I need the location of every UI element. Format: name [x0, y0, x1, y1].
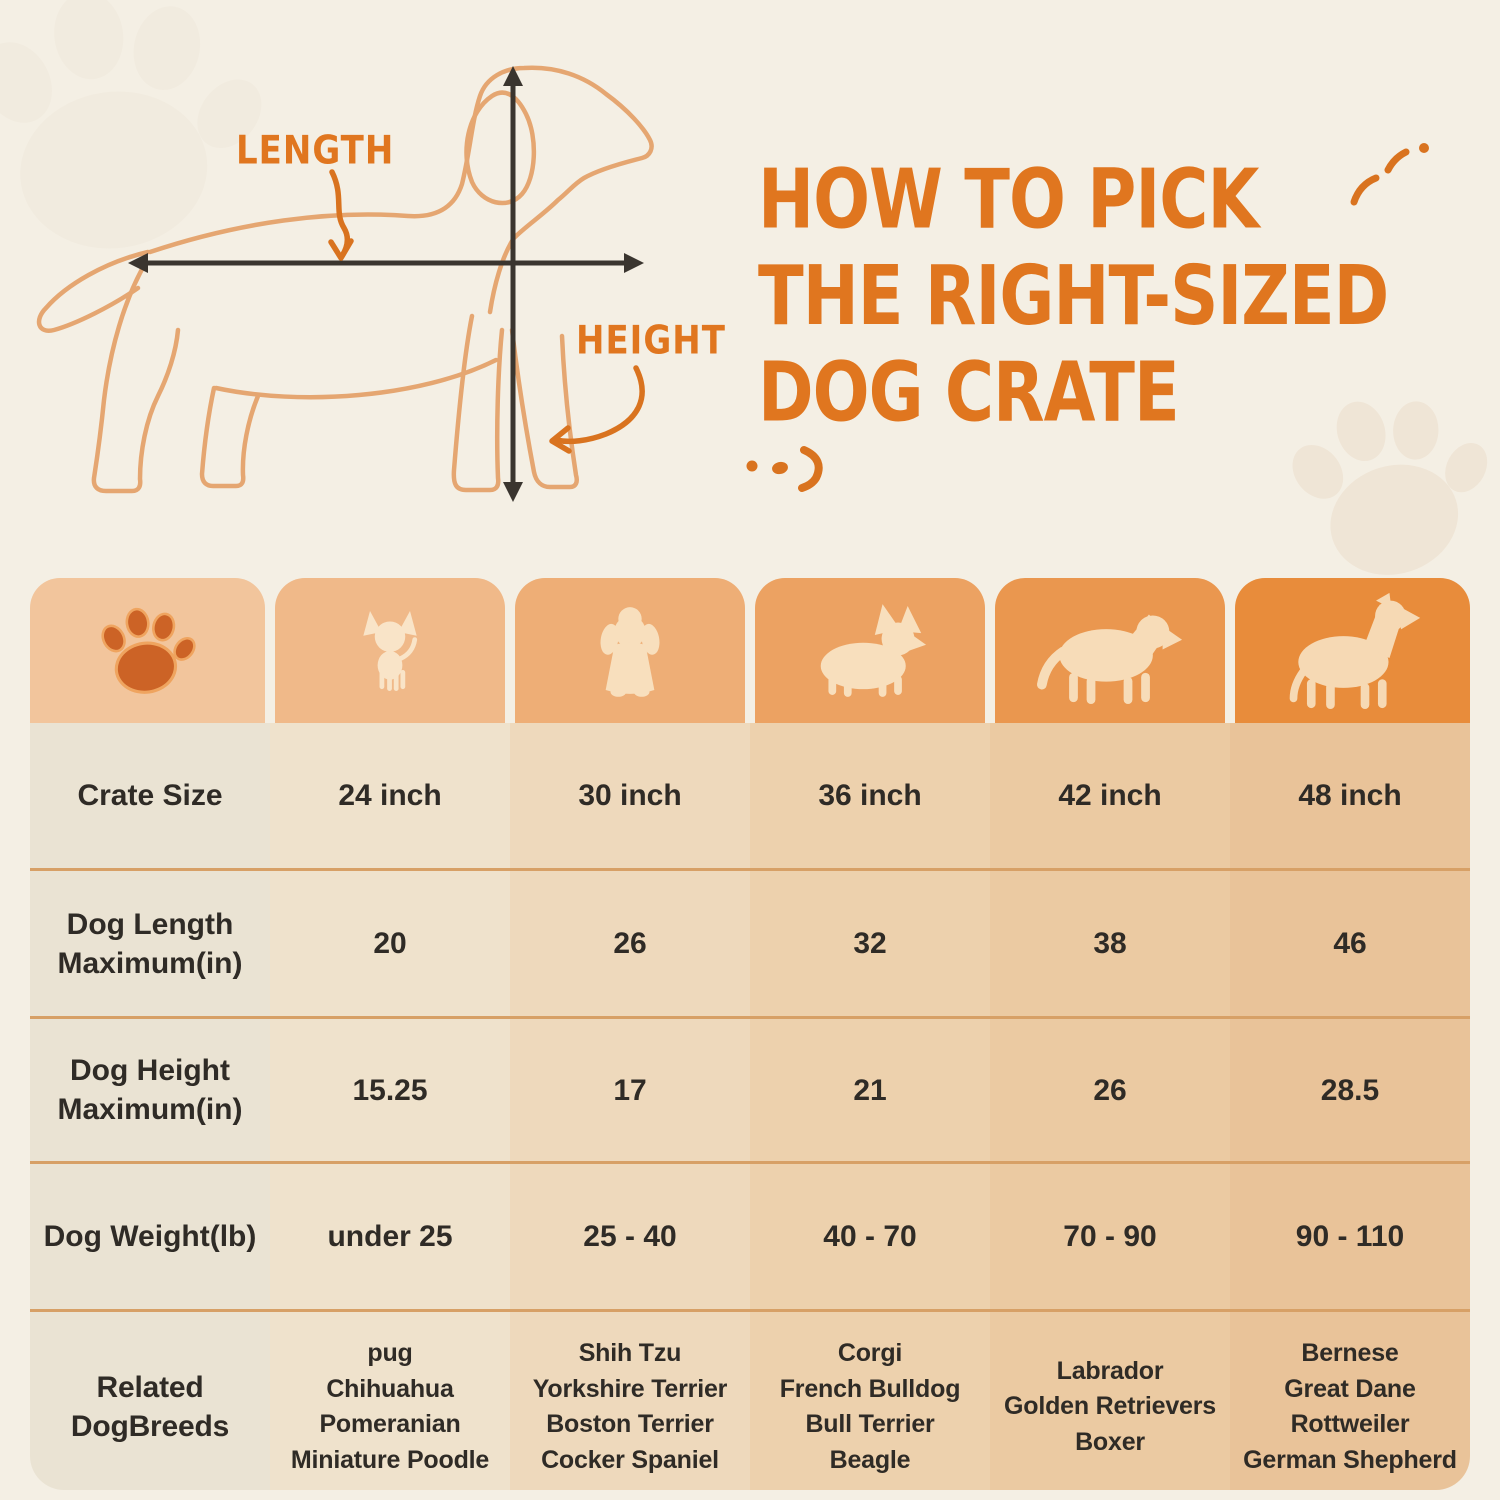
breeds-36: Corgi French Bulldog Bull Terrier Beagle: [750, 1312, 990, 1490]
dog-height-48: 28.5: [1230, 1019, 1470, 1161]
dog-length-42: 38: [990, 871, 1230, 1016]
crate-size-48: 48 inch: [1230, 723, 1470, 868]
dog-weight-36: 40 - 70: [750, 1164, 990, 1309]
dog-height-24: 15.25: [270, 1019, 510, 1161]
corgi-icon: [820, 604, 927, 697]
header-cell-36inch: [750, 576, 990, 723]
row-label: Crate Size: [30, 723, 270, 868]
rottweiler-icon: [1289, 592, 1420, 710]
height-label: HEIGHT: [576, 318, 726, 364]
table-row-crate-size: Crate Size 24 inch 30 inch 36 inch 42 in…: [30, 723, 1470, 868]
dog-weight-24: under 25: [270, 1164, 510, 1309]
length-label: LENGTH: [236, 128, 395, 174]
crate-size-36: 36 inch: [750, 723, 990, 868]
dog-length-24: 20: [270, 871, 510, 1016]
header-cell-24inch: [270, 576, 510, 723]
dog-weight-30: 25 - 40: [510, 1164, 750, 1309]
header-cell-labels: [30, 576, 270, 723]
dog-measurement-diagram: [36, 65, 654, 502]
title-line-2: THE RIGHT-SIZED: [758, 248, 1389, 344]
header-cell-30inch: [510, 576, 750, 723]
breeds-24: pug Chihuahua Pomeranian Miniature Poodl…: [270, 1312, 510, 1490]
table-row-dog-height: Dog Height Maximum(in) 15.25 17 21 26 28…: [30, 1016, 1470, 1161]
row-label: Dog Length Maximum(in): [30, 871, 270, 1016]
breeds-42: Labrador Golden Retrievers Boxer: [990, 1312, 1230, 1490]
row-label: Related DogBreeds: [30, 1312, 270, 1490]
dog-height-42: 26: [990, 1019, 1230, 1161]
labrador-icon: [1036, 614, 1183, 705]
dog-weight-42: 70 - 90: [990, 1164, 1230, 1309]
breeds-48: Bernese Great Dane Rottweiler German She…: [1230, 1312, 1470, 1490]
height-pointer-squiggle: [549, 365, 645, 454]
crate-size-24: 24 inch: [270, 723, 510, 868]
row-label: Dog Weight(lb): [30, 1164, 270, 1309]
table-header-row: [30, 576, 1470, 723]
row-label: Dog Height Maximum(in): [30, 1019, 270, 1161]
header-cell-48inch: [1230, 576, 1470, 723]
crate-size-30: 30 inch: [510, 723, 750, 868]
dog-outline: [36, 65, 654, 494]
table-row-dog-length: Dog Length Maximum(in) 20 26 32 38 46: [30, 868, 1470, 1016]
crate-size-42: 42 inch: [990, 723, 1230, 868]
paw-watermark-right: [1292, 401, 1488, 575]
length-pointer-squiggle: [328, 169, 354, 261]
table-row-related-breeds: Related DogBreeds pug Chihuahua Pomerani…: [30, 1309, 1470, 1490]
shih-tzu-icon: [600, 606, 660, 697]
chihuahua-icon: [363, 610, 418, 691]
title-decor-dots: [746, 446, 823, 492]
length-measure-arrow: [128, 253, 644, 273]
dog-height-36: 21: [750, 1019, 990, 1161]
dog-length-48: 46: [1230, 871, 1470, 1016]
dog-length-30: 26: [510, 871, 750, 1016]
title-line-3: DOG CRATE: [758, 344, 1180, 441]
dog-weight-48: 90 - 110: [1230, 1164, 1470, 1309]
breeds-30: Shih Tzu Yorkshire Terrier Boston Terrie…: [510, 1312, 750, 1490]
title-decor-ticks: [1350, 143, 1429, 206]
paw-icon: [100, 607, 196, 694]
header-cell-42inch: [990, 576, 1230, 723]
table-row-dog-weight: Dog Weight(lb) under 25 25 - 40 40 - 70 …: [30, 1161, 1470, 1309]
size-chart-table: Crate Size 24 inch 30 inch 36 inch 42 in…: [30, 576, 1470, 1490]
dog-length-36: 32: [750, 871, 990, 1016]
height-measure-arrow: [503, 66, 523, 502]
title-line-1: HOW TO PICK: [758, 152, 1259, 248]
page-title: HOW TO PICK THE RIGHT-SIZED DOG CRATE: [758, 152, 1478, 441]
paw-watermark-topleft: [0, 0, 262, 249]
dog-height-30: 17: [510, 1019, 750, 1161]
